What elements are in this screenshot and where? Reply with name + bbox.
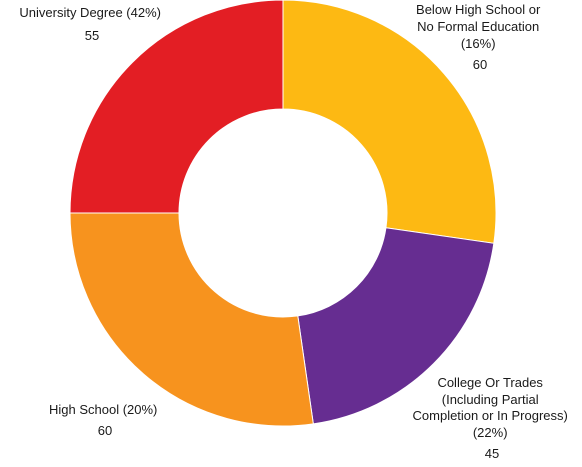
slice-value-label: 60 bbox=[473, 57, 487, 72]
slice-label-line: (Including Partial bbox=[442, 392, 539, 407]
slice-label-line: Completion or In Progress) bbox=[413, 408, 568, 423]
slice-label-line: University Degree (42%) bbox=[19, 5, 161, 20]
donut-slices bbox=[69, 0, 497, 427]
donut-slice-below-high-school bbox=[282, 0, 497, 244]
slice-label-line: College Or Trades bbox=[437, 375, 543, 390]
slice-value-label: 55 bbox=[85, 28, 99, 43]
slice-value-label: 60 bbox=[98, 423, 112, 438]
slice-value-label: 45 bbox=[485, 446, 499, 461]
slice-label-high-school: High School (20%) 60 bbox=[49, 402, 161, 438]
donut-slice-college-or-trades bbox=[297, 227, 495, 425]
slice-label-university-degree: University Degree (42%) 55 bbox=[19, 5, 164, 43]
slice-label-college-or-trades: College Or Trades (Including Partial Com… bbox=[413, 375, 572, 461]
slice-label-below-high-school: Below High School or No Formal Education… bbox=[416, 2, 544, 72]
slice-label-line: Below High School or bbox=[416, 2, 541, 17]
slice-label-line: High School (20%) bbox=[49, 402, 157, 417]
donut-slice-high-school bbox=[69, 212, 314, 427]
slice-label-line: No Formal Education bbox=[417, 19, 539, 34]
slice-label-line: (22%) bbox=[473, 425, 508, 440]
slice-label-line: (16%) bbox=[461, 36, 496, 51]
donut-slice-university-degree bbox=[69, 0, 284, 214]
